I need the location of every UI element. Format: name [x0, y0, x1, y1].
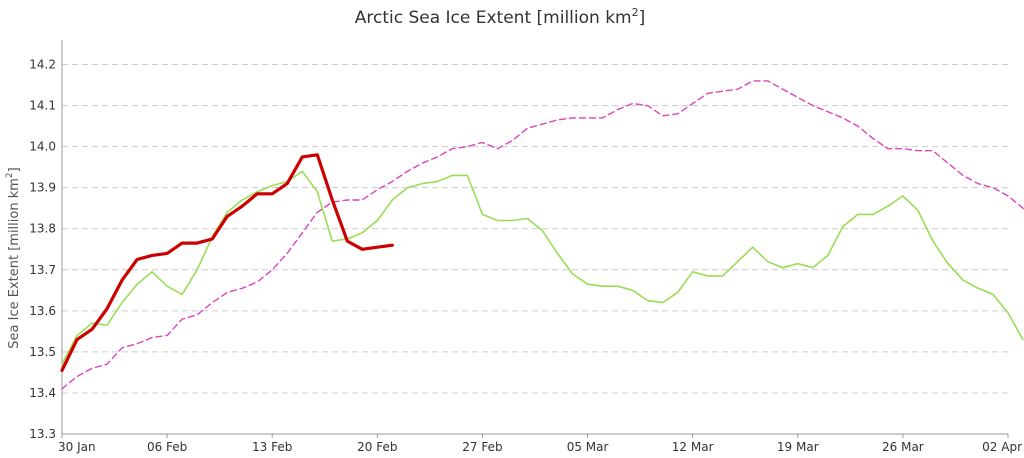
y-tick-labels: 13.3 13.4 13.5 13.6 13.7 13.8 13.9 14.0 14.1 14.2	[29, 58, 56, 441]
y-tick-label: 13.3	[29, 427, 56, 441]
x-tick-label: 13 Feb	[252, 440, 292, 454]
x-tick-label: 12 Mar	[672, 440, 714, 454]
x-tick-label: 02 Apr	[982, 440, 1022, 454]
y-tick-label: 13.6	[29, 304, 56, 318]
x-tick-label: 06 Feb	[147, 440, 187, 454]
x-tick-label: 26 Mar	[882, 440, 924, 454]
series-line-red	[60, 153, 394, 372]
x-tick-label: 20 Feb	[357, 440, 397, 454]
chart-title: Arctic Sea Ice Extent [million km2]	[355, 6, 646, 28]
grid-lines	[62, 64, 1008, 435]
x-tick-labels: 30 Jan 06 Feb 13 Feb 20 Feb 27 Feb 05 Mar 12 M…	[58, 440, 1022, 454]
y-tick-label: 13.4	[29, 386, 56, 400]
x-tick-label: 27 Feb	[462, 440, 502, 454]
chart-title-superscript: 2	[632, 6, 639, 19]
y-tick-label: 14.0	[29, 140, 56, 154]
x-tick-label: 19 Mar	[777, 440, 819, 454]
x-tick-label: 05 Mar	[567, 440, 609, 454]
y-tick-label: 14.1	[29, 99, 56, 113]
series-lines	[60, 80, 1024, 390]
y-tick-label: 14.2	[29, 58, 56, 72]
y-axis-label-superscript: 2	[5, 172, 15, 178]
x-tick-label: 30 Jan	[58, 440, 96, 454]
y-axis-label: Sea Ice Extent [million km2]	[5, 167, 22, 348]
y-tick-label: 13.8	[29, 222, 56, 236]
y-tick-label: 13.5	[29, 345, 56, 359]
y-tick-label: 13.9	[29, 181, 56, 195]
series-line-magenta	[61, 80, 1024, 390]
axes	[61, 40, 1009, 438]
series-line-green	[61, 170, 1024, 366]
y-tick-label: 13.7	[29, 263, 56, 277]
